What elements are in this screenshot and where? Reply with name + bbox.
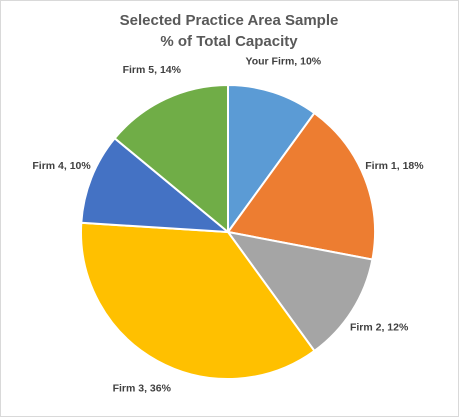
data-label: Firm 1, 18% xyxy=(365,160,424,172)
pie-slice xyxy=(226,111,376,261)
pie-slice xyxy=(80,221,316,380)
data-label: Firm 5, 14% xyxy=(123,64,182,76)
data-label: Your Firm, 10% xyxy=(245,56,321,68)
chart-subtitle: % of Total Capacity xyxy=(160,33,298,50)
chart-title: Selected Practice Area Sample xyxy=(120,12,339,29)
pie-slice xyxy=(80,136,232,234)
data-label: Firm 4, 10% xyxy=(32,160,91,172)
pie-slice xyxy=(225,230,374,353)
pie-slice xyxy=(227,83,316,236)
data-label: Firm 2, 12% xyxy=(350,322,409,334)
data-label: Firm 3, 36% xyxy=(113,383,172,395)
pie-slice xyxy=(113,83,229,235)
